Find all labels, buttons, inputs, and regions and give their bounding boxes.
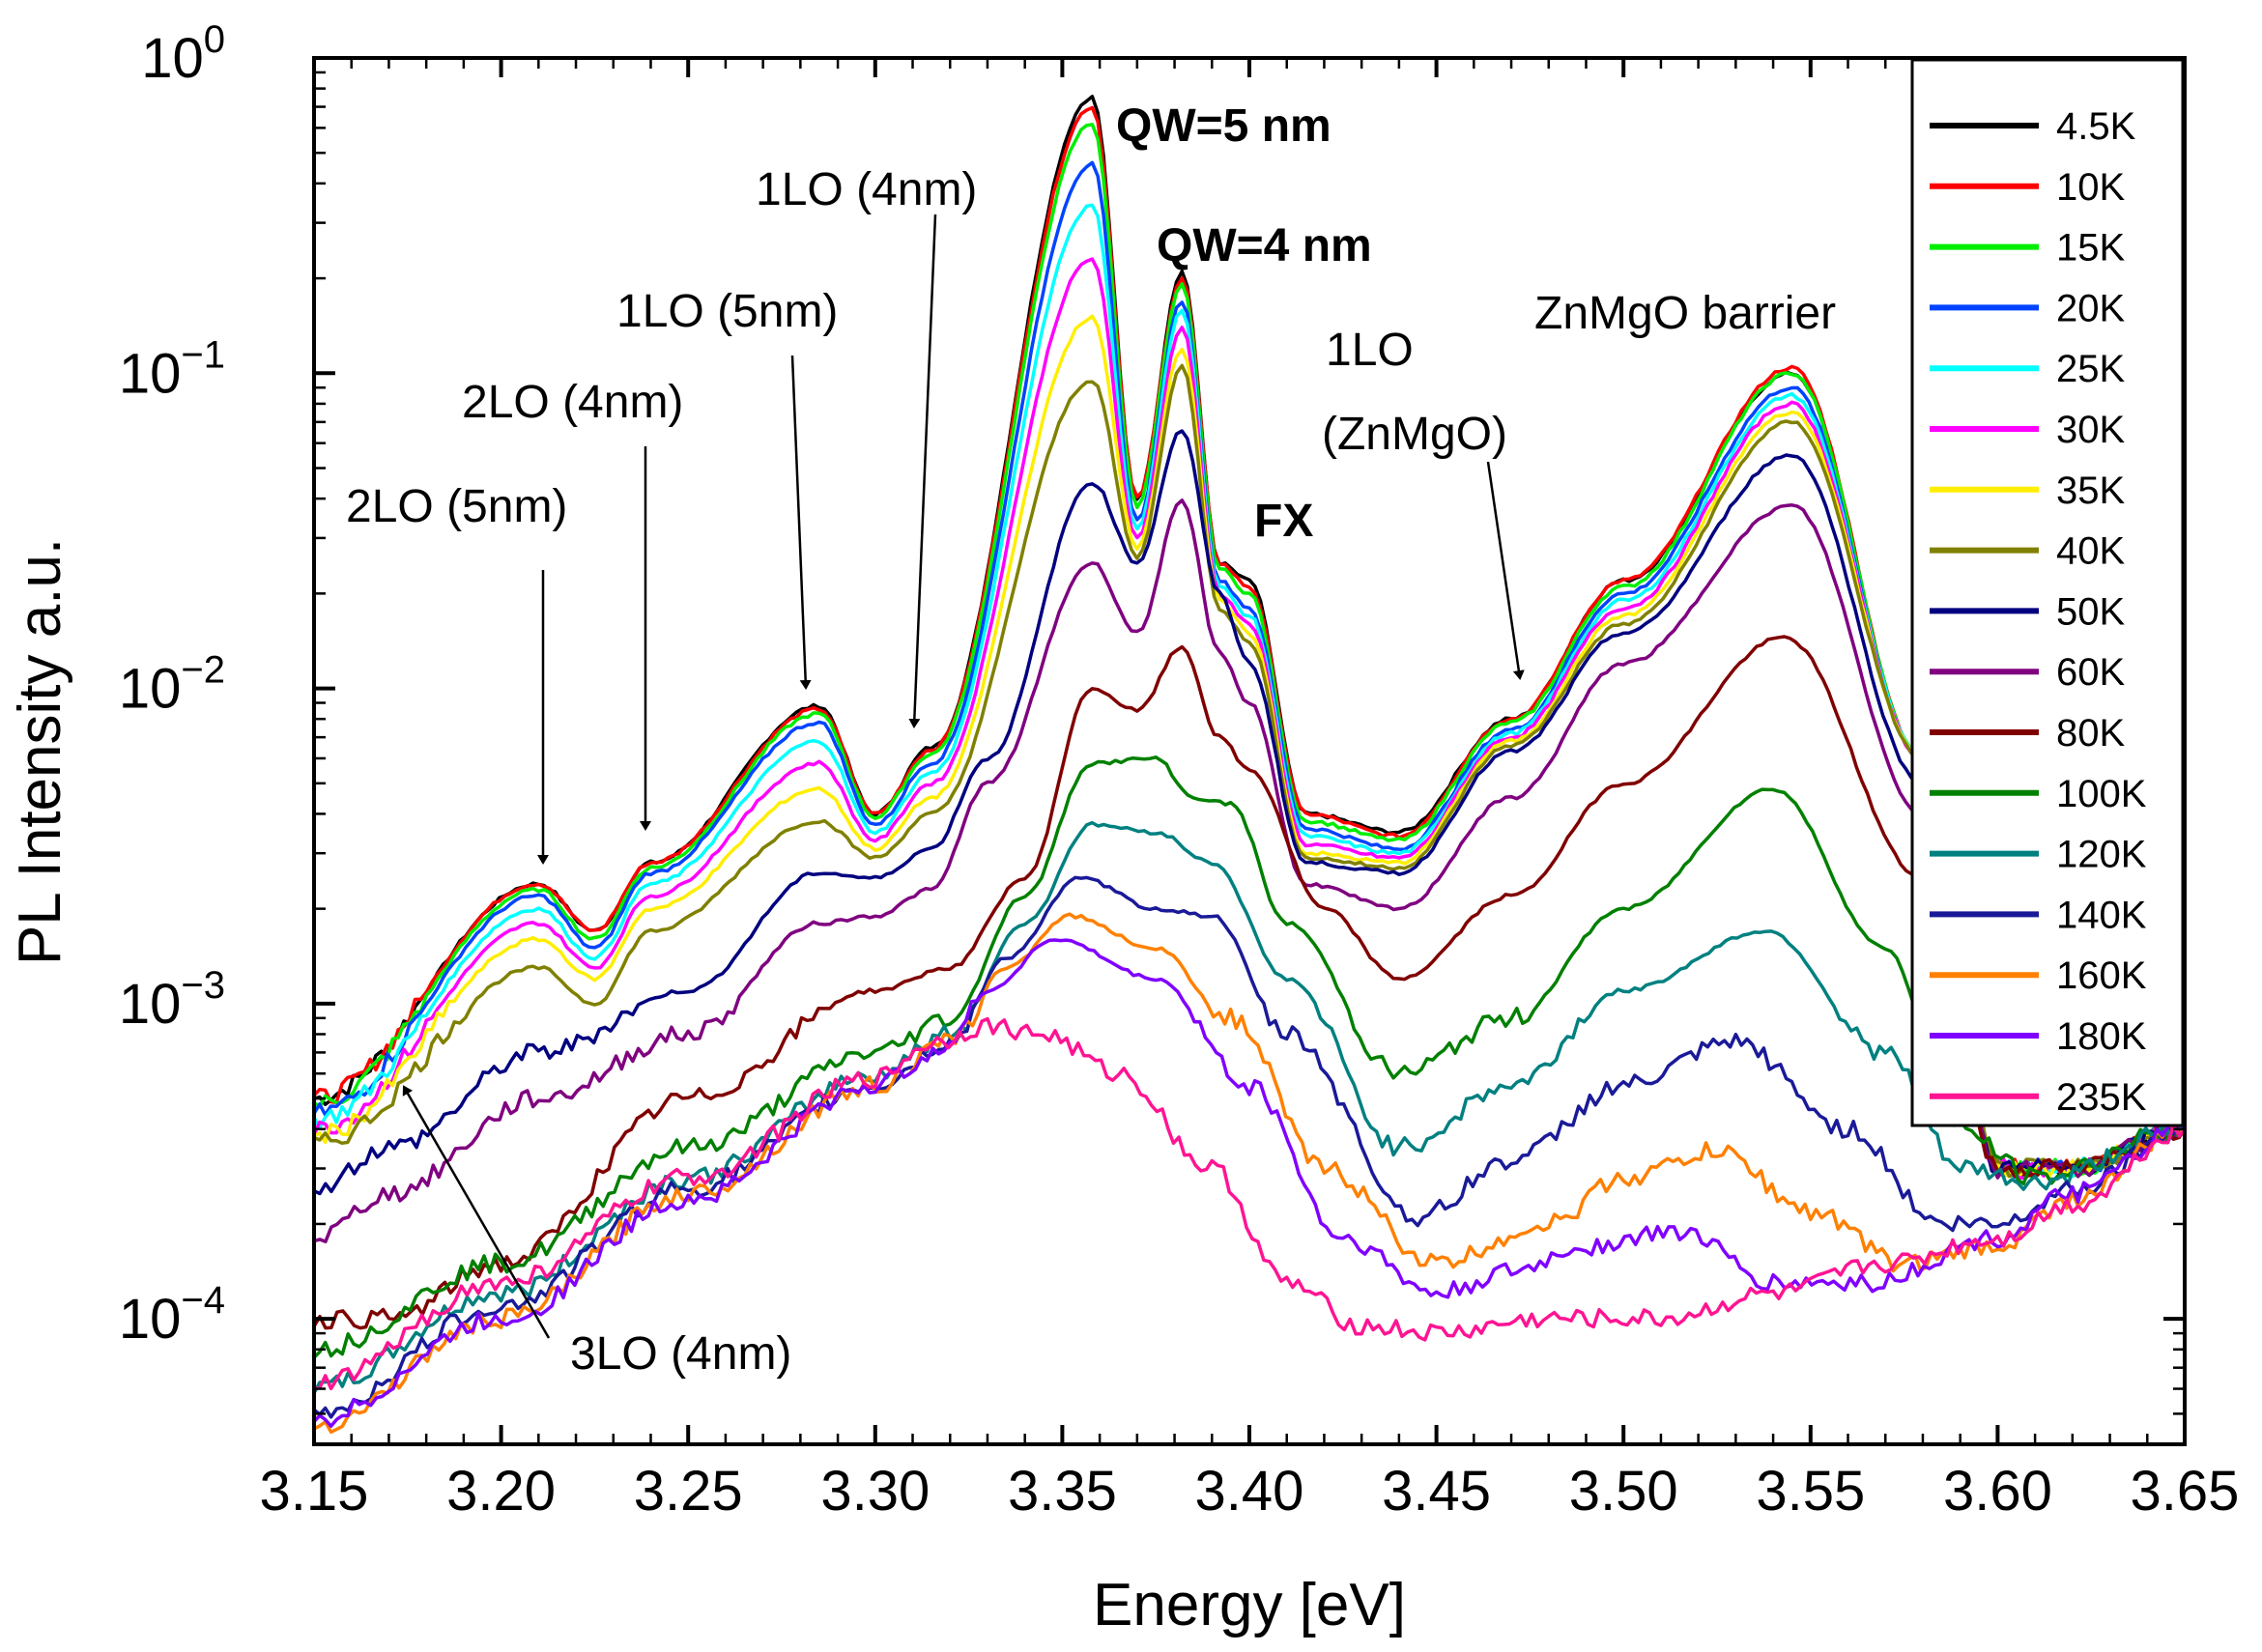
y-axis-title: PL Intensity a.u. [7, 538, 73, 965]
x-tick-label: 3.35 [1008, 1460, 1117, 1523]
y-tick-label: 10−4 [119, 1279, 225, 1351]
x-tick-label: 3.65 [2131, 1460, 2240, 1523]
legend-label: 50K [2056, 590, 2125, 633]
annotation-1lo-znmgo-line2: (ZnMgO) [1322, 409, 1507, 460]
series-line-35k [314, 314, 2185, 1179]
series-line-120k [314, 820, 2185, 1394]
legend-label: 140K [2056, 894, 2147, 936]
legend-label: 80K [2056, 712, 2125, 755]
x-tick-label: 3.60 [1943, 1460, 2052, 1523]
y-tick-label: 10−1 [119, 333, 225, 405]
annotation-1lo-znmgo-line1: 1LO [1326, 325, 1414, 376]
legend-label: 10K [2056, 166, 2125, 209]
legend-label: 35K [2056, 470, 2125, 512]
annotation-znmgo-barrier: ZnMgO barrier [1534, 288, 1836, 339]
x-tick-label: 3.15 [260, 1460, 369, 1523]
y-tick-exponent: −4 [181, 1279, 225, 1322]
series-line-15k [314, 123, 2185, 1180]
series-line-180k [314, 938, 2185, 1428]
arrow-1lo-znmgo [1486, 461, 1525, 680]
legend-entries: 4.5K 10K 15K 20K 25K 30K 35K 40K 50K 60K 80K 100K 12… [1930, 105, 2147, 1119]
legend-label: 25K [2056, 348, 2125, 390]
series-line-60k [314, 498, 2185, 1243]
x-axis-title: Energy [eV] [1093, 1572, 1406, 1638]
x-tick-label: 3.30 [820, 1460, 930, 1523]
legend-label: 180K [2056, 1015, 2147, 1058]
y-tick-labels: 100 10−1 10−2 10−3 10−4 [119, 18, 225, 1351]
annotation-qw-5nm: QW=5 nm [1116, 100, 1331, 152]
series-layer [314, 95, 2185, 1435]
arrow-1lo-4nm [908, 214, 937, 728]
annotation-2lo-5nm: 2LO (5nm) [346, 481, 567, 532]
annotation-1lo-4nm: 1LO (4nm) [756, 164, 977, 215]
x-tick-labels: 3.15 3.20 3.25 3.30 3.35 3.40 3.45 3.50 3.55 3.60… [260, 1460, 2240, 1523]
x-tick-label: 3.20 [446, 1460, 556, 1523]
series-line-80k [314, 635, 2185, 1330]
x-tick-label: 3.25 [634, 1460, 743, 1523]
legend-label: 40K [2056, 530, 2125, 573]
legend-label: 20K [2056, 287, 2125, 329]
x-tick-label: 3.55 [1756, 1460, 1865, 1523]
series-line-100k [314, 755, 2185, 1359]
legend-label: 100K [2056, 773, 2147, 815]
annotation-1lo-5nm: 1LO (5nm) [616, 286, 838, 337]
series-line-140k [314, 875, 2185, 1419]
y-tick-label: 10−2 [119, 649, 225, 721]
x-tick-label: 3.40 [1195, 1460, 1304, 1523]
arrow-1lo-5nm [790, 355, 812, 690]
y-tick-label: 10−3 [119, 964, 225, 1036]
legend-label: 160K [2056, 954, 2147, 997]
x-tick-label: 3.50 [1569, 1460, 1678, 1523]
y-tick-exponent: −1 [181, 333, 225, 376]
legend-label: 60K [2056, 651, 2125, 694]
series-line-40k [314, 363, 2185, 1179]
y-tick-label: 100 [141, 18, 225, 90]
y-tick-exponent: 0 [204, 18, 225, 61]
legend-label: 30K [2056, 409, 2125, 451]
legend-label: 4.5K [2056, 105, 2136, 148]
annotation-2lo-4nm: 2LO (4nm) [462, 377, 683, 428]
legend-label: 235K [2056, 1076, 2147, 1119]
arrow-3lo-4nm [402, 1085, 551, 1339]
y-tick-exponent: −2 [181, 649, 225, 692]
annotation-qw-4nm: QW=4 nm [1157, 220, 1372, 271]
annotations: QW=5 nm QW=4 nm FX ZnMgO barrier 1LO (4n… [346, 100, 1836, 1380]
series-line-235k [314, 1016, 2185, 1391]
legend-label: 15K [2056, 227, 2125, 270]
series-line-25k [314, 203, 2185, 1180]
annotation-fx: FX [1254, 496, 1313, 547]
series-line-50k [314, 429, 2185, 1196]
legend: 4.5K 10K 15K 20K 25K 30K 35K 40K 50K 60K 80K 100K 12… [1910, 58, 2185, 1127]
legend-label: 120K [2056, 834, 2147, 876]
annotation-arrows [402, 214, 1525, 1339]
y-tick-exponent: −3 [181, 964, 225, 1007]
legend-box [1910, 58, 2185, 1127]
series-line-20k [314, 160, 2185, 1178]
annotation-3lo-4nm: 3LO (4nm) [570, 1328, 791, 1380]
x-tick-label: 3.45 [1382, 1460, 1491, 1523]
